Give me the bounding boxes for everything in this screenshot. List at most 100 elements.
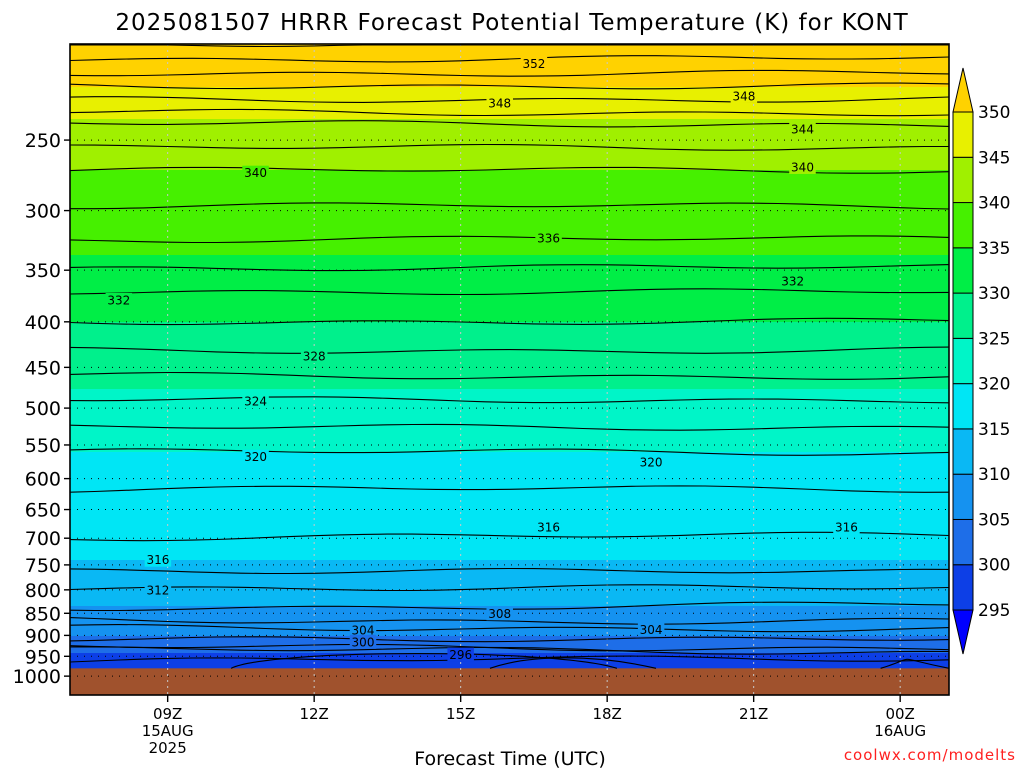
contour-label-bg (447, 647, 474, 662)
theta-band (70, 255, 949, 323)
x-axis-label: Forecast Time (UTC) (414, 748, 605, 768)
x-tick-label: 16AUG (874, 722, 926, 740)
contour-line (230, 653, 618, 669)
colorbar-label: 310 (978, 465, 1010, 485)
theta-band (70, 170, 949, 256)
y-tick-label: 450 (25, 357, 61, 379)
colorbar-box (952, 202, 974, 249)
theta-band (70, 653, 949, 670)
colorbar-label: 320 (978, 375, 1010, 395)
y-tick-label: 500 (25, 398, 61, 420)
ground-surface (70, 668, 949, 695)
contour-label: 308 (488, 607, 511, 621)
colorbar-box (952, 111, 974, 158)
contour-label: 348 (488, 96, 511, 110)
y-tick-label: 750 (25, 555, 61, 577)
theta-band (70, 452, 949, 561)
contour-line (69, 82, 950, 90)
contour-label-bg (637, 455, 665, 470)
contour-line (489, 657, 657, 669)
contour-line (69, 235, 950, 244)
contour-line (69, 624, 950, 633)
contour-label-bg (105, 292, 133, 307)
watermark: coolwx.com/modelts (844, 746, 1016, 764)
contour-line (69, 423, 950, 431)
contour-label: 328 (303, 350, 326, 364)
plot-area (70, 44, 949, 670)
contour-label-bg (144, 552, 172, 567)
plot-frame (69, 43, 950, 696)
colorbar-extend-top (952, 67, 974, 113)
contour-line (69, 346, 950, 354)
colorbar-box (952, 337, 974, 385)
y-tick-label: 850 (25, 603, 61, 625)
contour-label-bg (242, 449, 269, 464)
contour-line (69, 396, 950, 404)
contour-line (880, 658, 950, 669)
colorbar-label: 305 (978, 510, 1010, 530)
contour-line (69, 288, 950, 296)
contour-label-bg (242, 394, 269, 409)
contour-label-bg (349, 623, 377, 638)
x-tick-label: 2025 (149, 739, 187, 757)
contours: 352 348 348 344 340 340 336 332 332 328 324 320 320 3… (69, 44, 950, 669)
contour-line (69, 448, 950, 456)
contour-line (70, 646, 950, 655)
contour-label-bg (520, 56, 548, 71)
x-tick-label: 15Z (446, 705, 475, 723)
contour-label-bg (779, 274, 806, 289)
contour-label-bg (486, 606, 513, 621)
y-tick-label: 550 (25, 435, 61, 457)
contour-label: 312 (146, 583, 169, 597)
colorbar-label: 315 (978, 420, 1010, 440)
contour-label-bg (300, 349, 328, 364)
contour-line (69, 485, 950, 493)
contour-label: 340 (244, 166, 267, 180)
colorbar-label: 300 (978, 556, 1010, 576)
grid (70, 44, 949, 695)
contour-label: 304 (352, 624, 375, 638)
colorbar-box (952, 564, 974, 611)
y-tick-label: 950 (25, 646, 61, 668)
contour-label: 320 (244, 450, 267, 464)
contour-label: 344 (791, 123, 814, 137)
contour-label-bg (730, 88, 758, 103)
colorbar-box (952, 247, 974, 294)
contour-label-bg (833, 520, 860, 535)
contour-line (69, 108, 950, 117)
x-tick-label: 00Z (885, 705, 914, 723)
contour-line (69, 531, 950, 542)
contour-label: 296 (449, 648, 472, 662)
contour-label-bg (144, 582, 172, 597)
contour-line (69, 567, 950, 575)
contour-label-bg (535, 520, 562, 535)
colorbar-box (952, 292, 974, 339)
contour-label: 332 (781, 275, 804, 289)
theta-band (70, 560, 949, 607)
contour-line (69, 55, 950, 63)
y-tick-label: 800 (25, 580, 61, 602)
contour-label: 332 (107, 293, 130, 307)
contour-label: 340 (791, 160, 814, 174)
contour-line (69, 584, 950, 592)
y-tick-label: 1000 (13, 666, 61, 688)
contour-label-bg (789, 122, 816, 137)
colorbar-box (952, 156, 974, 204)
colorbar-label: 350 (978, 103, 1010, 123)
y-tick-label: 300 (25, 201, 61, 223)
contour-line (69, 317, 950, 326)
colorbar-extend-bottom (952, 609, 974, 655)
x-tick-label: 18Z (592, 705, 621, 723)
y-tick-label: 400 (25, 312, 61, 334)
contour-line (69, 655, 950, 663)
y-tick-label: 250 (25, 130, 61, 152)
contour-label-bg (486, 95, 513, 110)
colorbar-label: 325 (978, 329, 1010, 349)
contour-label: 316 (537, 521, 560, 535)
contour-label: 336 (537, 231, 560, 245)
colorbar-box (952, 518, 974, 566)
contour-label-bg (535, 230, 562, 245)
theta-band (70, 322, 949, 390)
